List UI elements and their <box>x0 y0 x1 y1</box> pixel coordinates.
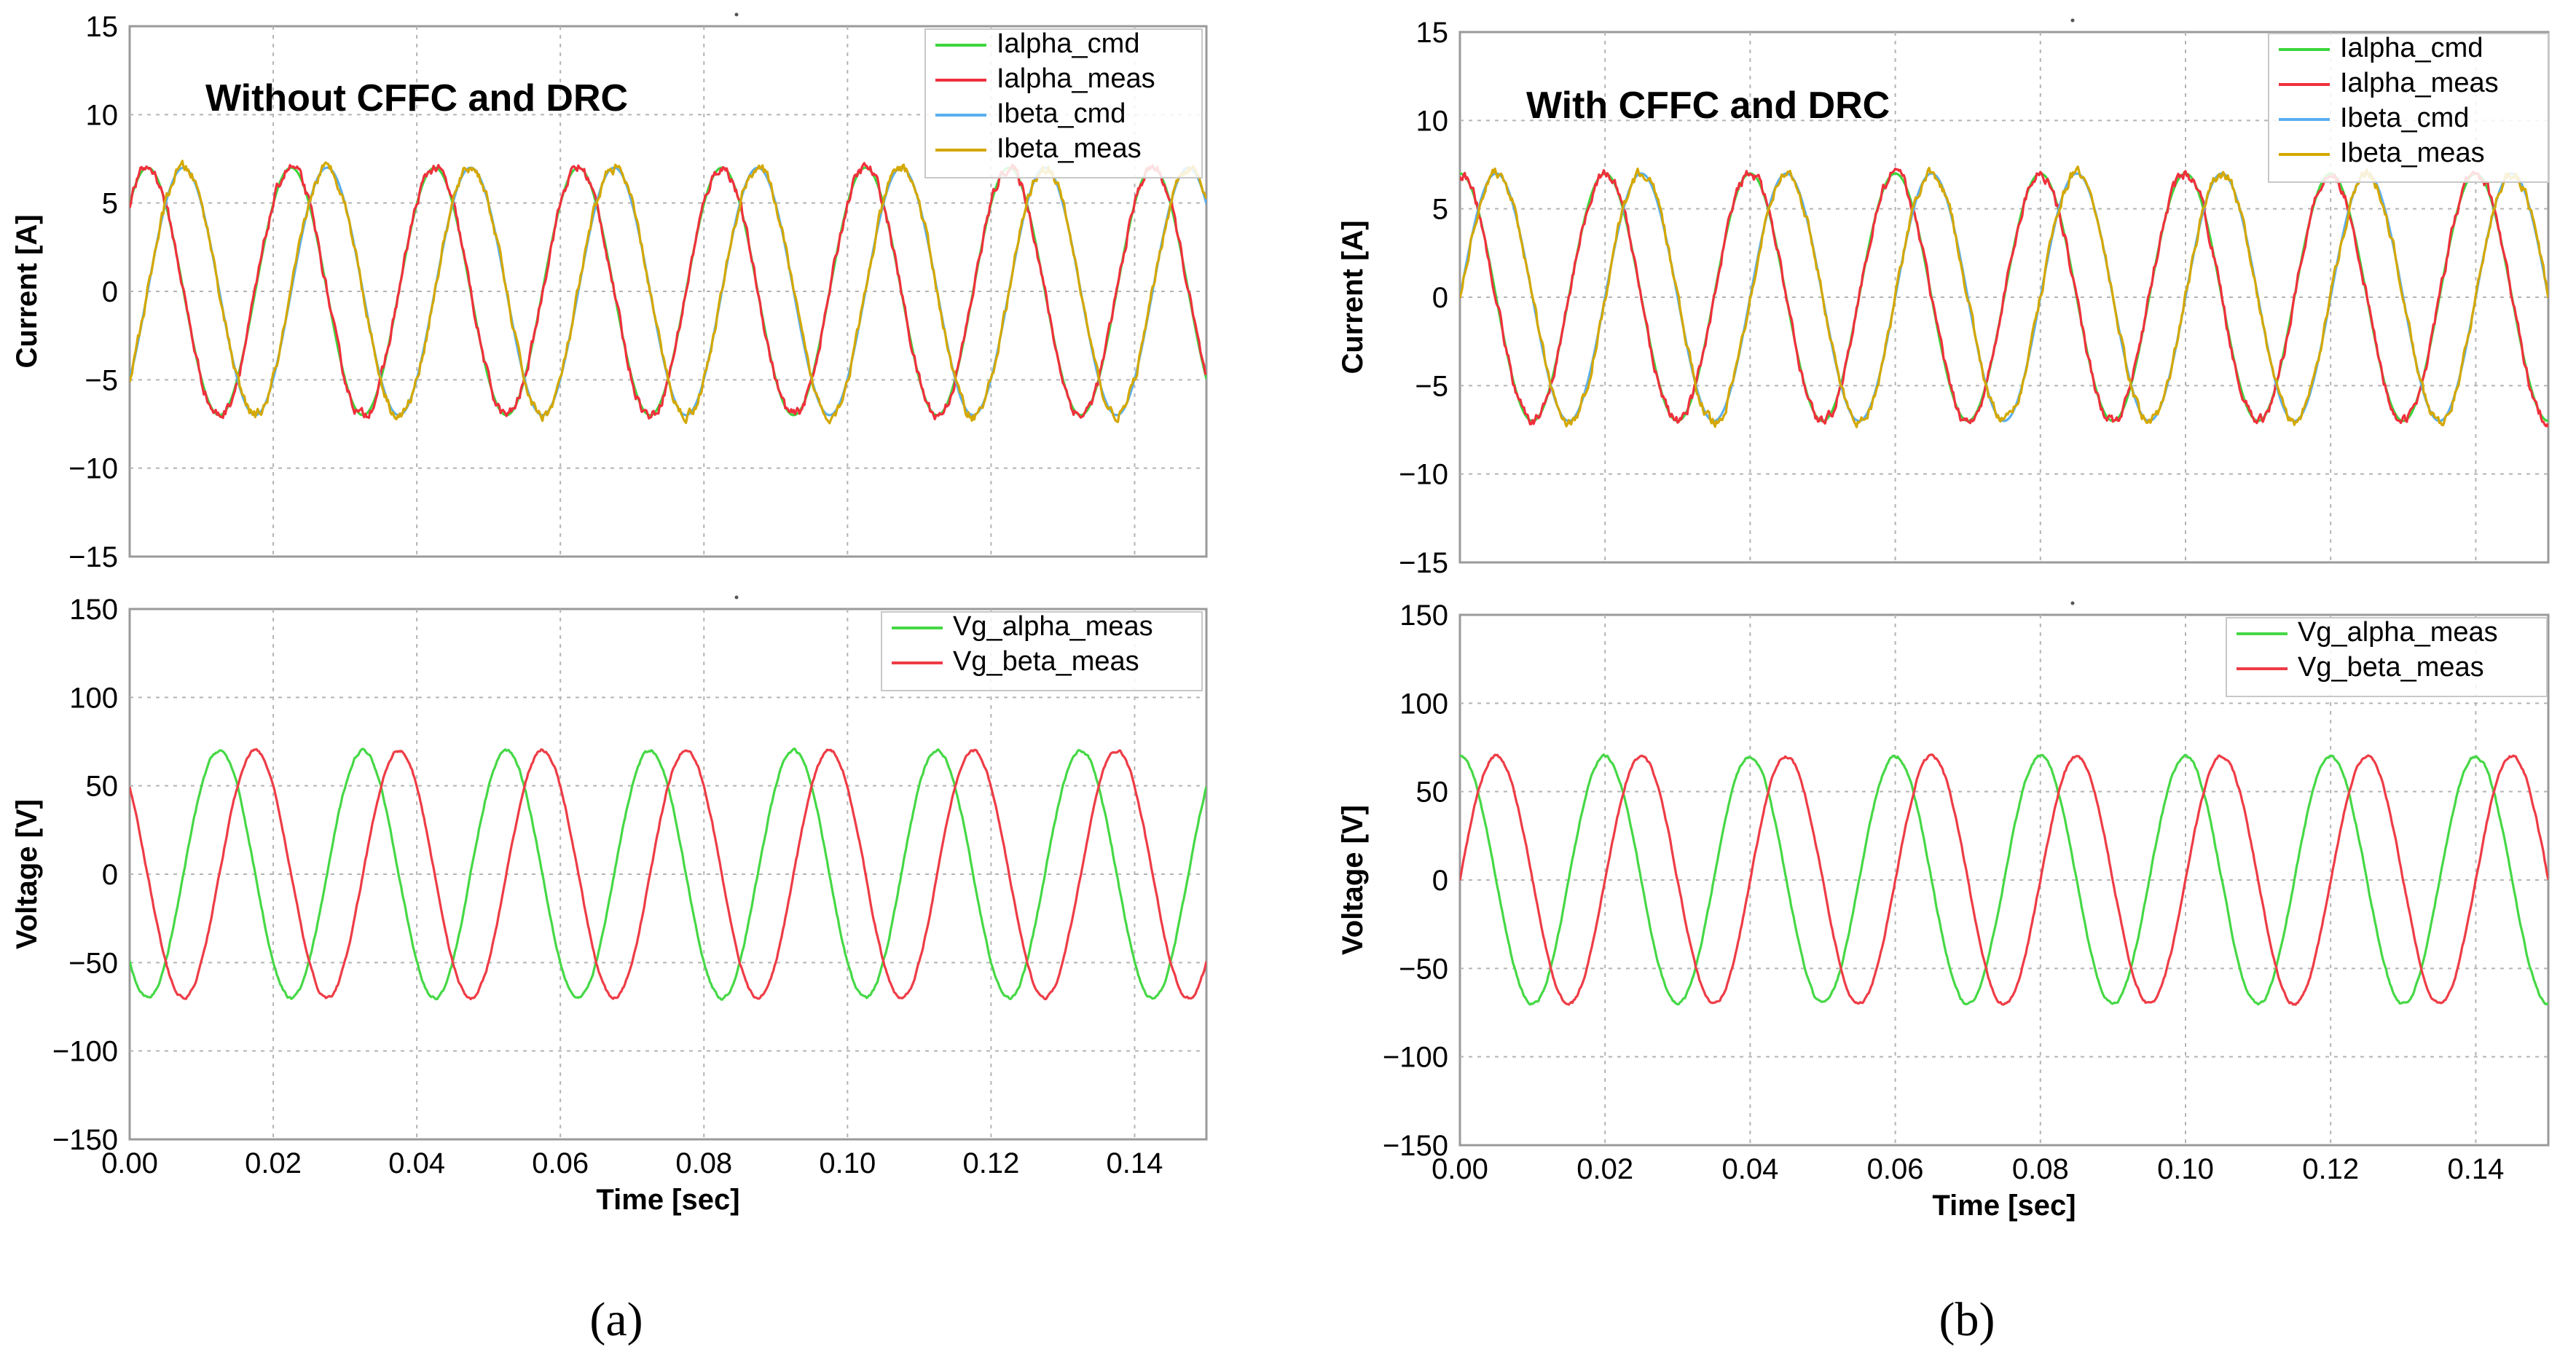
y-axis-label: Voltage [V] <box>11 799 43 949</box>
y-tick-label: 100 <box>1399 688 1448 720</box>
y-tick-label: −10 <box>68 453 118 485</box>
legend-entry: Vg_beta_meas <box>953 646 1139 677</box>
series-line-vg_beta_meas <box>130 747 1206 1001</box>
legend-box <box>2226 617 2548 697</box>
legend-entry: Ialpha_meas <box>2340 68 2499 98</box>
legend: Vg_alpha_meas Vg_beta_meas <box>881 611 1203 691</box>
x-tick-label: 0.12 <box>2302 1153 2359 1185</box>
y-tick-label: −150 <box>1383 1130 1448 1162</box>
y-tick-label: −10 <box>1399 459 1448 491</box>
panel-label-a: (a) <box>589 1293 643 1346</box>
series-group <box>130 747 1206 1001</box>
y-tick-label: −150 <box>52 1124 118 1156</box>
y-axis-label: Voltage [V] <box>1337 805 1369 955</box>
x-tick-label: 0.14 <box>2447 1153 2504 1185</box>
y-tick-label: 0 <box>1432 282 1448 314</box>
legend-entry: Vg_alpha_meas <box>953 611 1153 642</box>
x-tick-label: 0.10 <box>819 1147 876 1179</box>
chart-annotation: With CFFC and DRC <box>1526 85 1890 127</box>
legend-box <box>924 28 1203 178</box>
y-tick-label: 100 <box>69 682 118 714</box>
y-tick-label: 5 <box>102 188 118 220</box>
top-marker <box>2070 18 2075 23</box>
x-tick-label: 0.04 <box>1721 1153 1778 1185</box>
legend-entry: Ibeta_meas <box>997 133 1142 164</box>
legend: Ialpha_cmd Ialpha_meas Ibeta_cmd Ibeta_meas <box>924 28 1203 178</box>
x-tick-label: 0.00 <box>1432 1153 1488 1185</box>
y-tick-label: −50 <box>1399 953 1448 985</box>
x-tick-label: 0.02 <box>245 1147 302 1179</box>
series-line-vg_alpha_meas <box>1460 753 2548 1006</box>
legend-entry: Ialpha_meas <box>997 63 1155 94</box>
x-tick-label: 0.14 <box>1107 1147 1163 1179</box>
y-tick-label: 0 <box>102 859 118 891</box>
legend: Ialpha_cmd Ialpha_meas Ibeta_cmd Ibeta_meas <box>2268 33 2549 183</box>
x-tick-label: 0.00 <box>101 1147 158 1179</box>
x-axis-label: Time [sec] <box>596 1184 739 1216</box>
top-marker <box>734 12 739 17</box>
legend: Vg_alpha_meas Vg_beta_meas <box>2226 617 2548 697</box>
x-tick-label: 0.12 <box>962 1147 1019 1179</box>
y-tick-label: 5 <box>1432 194 1448 226</box>
series-group <box>130 160 1206 425</box>
x-axis-label: Time [sec] <box>1932 1190 2076 1222</box>
y-tick-label: −5 <box>85 364 118 396</box>
y-tick-label: −15 <box>1399 547 1448 579</box>
y-tick-label: 150 <box>1399 600 1448 632</box>
y-tick-label: 15 <box>1416 17 1449 49</box>
legend-entry: Ibeta_cmd <box>997 98 1126 129</box>
legend-box <box>881 611 1203 691</box>
panel-label-b: (b) <box>1939 1293 1995 1346</box>
x-tick-label: 0.10 <box>2157 1153 2214 1185</box>
legend-entry: Ialpha_cmd <box>2340 33 2483 63</box>
y-axis-label: Current [A] <box>1337 220 1369 374</box>
top-marker <box>2070 601 2075 605</box>
x-tick-label: 0.08 <box>2012 1153 2069 1185</box>
x-tick-label: 0.06 <box>1867 1153 1924 1185</box>
y-tick-label: 0 <box>102 276 118 308</box>
y-tick-label: 10 <box>86 99 119 131</box>
legend-entry: Ibeta_cmd <box>2340 103 2469 133</box>
series-line-vg_beta_meas <box>1460 753 2548 1006</box>
y-tick-label: 0 <box>1432 865 1448 897</box>
x-tick-label: 0.06 <box>532 1147 589 1179</box>
y-tick-label: −5 <box>1415 370 1448 402</box>
y-tick-label: 150 <box>69 594 118 626</box>
y-tick-label: −100 <box>52 1036 118 1068</box>
y-axis-label: Current [A] <box>11 214 43 368</box>
legend-entry: Vg_alpha_meas <box>2298 617 2498 648</box>
y-tick-label: 10 <box>1416 105 1449 137</box>
series-line-ialpha_meas <box>1460 167 2548 428</box>
series-line-ibeta_meas <box>130 160 1206 425</box>
y-tick-label: 50 <box>1416 777 1449 809</box>
chart-annotation: Without CFFC and DRC <box>205 77 628 119</box>
top-marker <box>734 595 739 600</box>
legend-box <box>2268 33 2549 183</box>
y-tick-label: 50 <box>86 771 119 803</box>
y-tick-label: −50 <box>68 947 118 979</box>
series-group <box>1460 753 2548 1006</box>
legend-entry: Ialpha_cmd <box>997 28 1139 59</box>
y-tick-label: 15 <box>86 11 119 43</box>
y-tick-label: −15 <box>68 541 118 573</box>
x-tick-label: 0.04 <box>388 1147 445 1179</box>
x-tick-label: 0.08 <box>675 1147 732 1179</box>
legend-entry: Ibeta_meas <box>2340 138 2485 168</box>
legend-entry: Vg_beta_meas <box>2298 652 2484 683</box>
y-tick-label: −100 <box>1383 1042 1448 1074</box>
x-tick-label: 0.02 <box>1576 1153 1633 1185</box>
